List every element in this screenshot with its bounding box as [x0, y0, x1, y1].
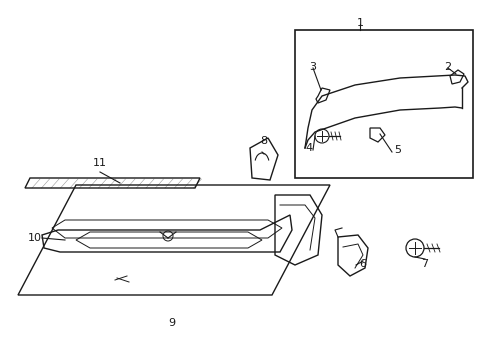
Text: 9: 9: [168, 318, 175, 328]
Text: 11: 11: [93, 158, 107, 168]
Text: 2: 2: [444, 62, 450, 72]
Text: 7: 7: [421, 259, 427, 269]
Bar: [294, 30, 472, 178]
Text: 1: 1: [356, 18, 363, 28]
Text: 5: 5: [393, 145, 400, 155]
Text: 3: 3: [309, 62, 316, 72]
Text: 10: 10: [28, 233, 42, 243]
Text: 6: 6: [359, 259, 366, 269]
Text: 8: 8: [260, 136, 267, 146]
Text: 4: 4: [305, 143, 312, 153]
